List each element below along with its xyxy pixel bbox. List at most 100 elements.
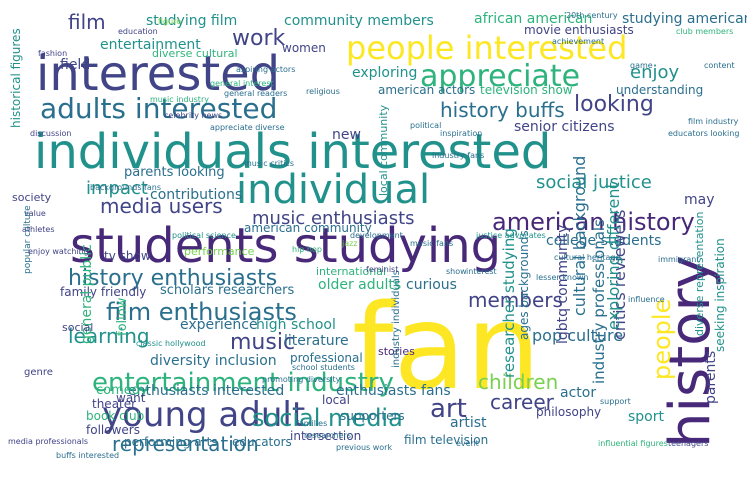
- cloud-word: students studying: [70, 218, 502, 274]
- cloud-word: enjoy watching: [28, 247, 89, 256]
- cloud-word: educators looking: [668, 129, 740, 138]
- cloud-word: young adult: [102, 395, 306, 435]
- cloud-word: athletes: [22, 225, 55, 234]
- cloud-word: may: [684, 192, 715, 208]
- cloud-word: feminist: [366, 265, 399, 274]
- cloud-word: enthusiasts fans: [336, 383, 451, 399]
- cloud-word: pop culture: [532, 326, 624, 345]
- cloud-word: event: [456, 439, 479, 448]
- cloud-word: fashion: [38, 49, 68, 58]
- cloud-word: political: [410, 121, 442, 130]
- cloud-word: hip hop: [292, 245, 322, 254]
- cloud-word: fan: [352, 278, 541, 416]
- cloud-word: media users: [100, 194, 223, 218]
- cloud-word: inspiration: [440, 129, 483, 138]
- cloud-word: school students: [292, 363, 355, 372]
- cloud-word: promoting diversity: [262, 375, 341, 384]
- cloud-word: influential figures: [598, 439, 668, 448]
- cloud-word: intersection: [290, 429, 362, 443]
- cloud-word: understanding: [616, 83, 704, 97]
- cloud-word: 20th century: [566, 11, 618, 20]
- cloud-word: book club: [86, 409, 145, 423]
- cloud-word: senior citizens: [514, 119, 615, 135]
- cloud-word: parents: [703, 350, 719, 404]
- cloud-word: appreciate: [420, 59, 581, 94]
- cloud-word: justice advocates: [476, 231, 546, 240]
- cloud-word: film: [68, 10, 106, 34]
- cloud-word: interest: [466, 267, 497, 276]
- cloud-word: representation: [112, 432, 259, 456]
- cloud-word: previous work: [336, 443, 393, 452]
- cloud-word: history buffs: [440, 98, 565, 122]
- cloud-word: scholars researchers: [160, 283, 295, 298]
- cloud-word: political science: [172, 231, 236, 240]
- cloud-word: studying american: [622, 11, 747, 27]
- cloud-word: development: [350, 231, 403, 240]
- cloud-word: support: [600, 397, 631, 406]
- cloud-word: show: [446, 267, 467, 276]
- cloud-word: movie enthusiasts: [524, 23, 634, 37]
- cloud-word: families: [296, 419, 328, 428]
- cloud-word: international: [316, 265, 387, 278]
- cloud-word: teenagers: [668, 439, 709, 448]
- cloud-word: enthusiasts interested: [128, 383, 285, 399]
- cloud-word: older adults: [318, 277, 402, 293]
- cloud-word: researcher studying: [500, 228, 518, 378]
- cloud-word: follow: [115, 297, 130, 336]
- cloud-word: interested: [36, 46, 281, 102]
- cloud-word: parents looking: [124, 165, 225, 180]
- cloud-word: new: [332, 127, 361, 143]
- cloud-word: cultural background: [570, 155, 589, 316]
- cloud-word: artist: [450, 415, 487, 431]
- cloud-word: work: [232, 26, 286, 51]
- cloud-word: education: [118, 27, 158, 36]
- cloud-word: film industry: [688, 117, 739, 126]
- cloud-word: impact: [86, 178, 148, 199]
- cloud-word: educators: [232, 435, 292, 449]
- cloud-word: career: [490, 390, 554, 414]
- cloud-word: american history: [492, 208, 695, 236]
- cloud-word: people: [648, 298, 676, 380]
- cloud-word: film enthusiasts: [106, 298, 297, 326]
- cloud-word: college students: [546, 233, 662, 249]
- cloud-word: lgbtq community: [555, 224, 571, 344]
- cloud-word: followers: [86, 423, 140, 437]
- cloud-word: women: [282, 41, 326, 55]
- cloud-word: cultural heritage: [554, 253, 621, 262]
- cloud-word: studying film: [146, 13, 238, 29]
- cloud-word: diverse representation: [693, 211, 706, 336]
- cloud-word: enjoy: [630, 62, 680, 83]
- cloud-word: american community: [244, 221, 372, 235]
- cloud-word: local: [322, 393, 350, 407]
- cloud-word: social media: [252, 404, 403, 432]
- cloud-word: music fans: [410, 239, 454, 248]
- cloud-word: appreciate diverse: [210, 123, 285, 132]
- cloud-word: industry fans: [432, 151, 485, 160]
- cloud-word: immigrant: [658, 255, 700, 264]
- cloud-word: general readers: [224, 89, 288, 98]
- cloud-word: diverse cultural: [152, 47, 238, 60]
- cloud-word: supporters: [340, 409, 405, 423]
- cloud-word: buffs interested: [56, 451, 120, 460]
- cloud-word: classic hollywood: [136, 339, 206, 348]
- cloud-word: people interested: [346, 29, 628, 67]
- cloud-word: looking: [574, 92, 654, 117]
- cloud-word: professional: [290, 351, 363, 365]
- cloud-word: game: [630, 61, 653, 70]
- cloud-word: content: [704, 61, 735, 70]
- cloud-word: curious: [406, 277, 457, 293]
- cloud-word: philosophy: [536, 405, 602, 419]
- cloud-word: history enthusiasts: [68, 266, 278, 291]
- cloud-word: society: [12, 191, 52, 204]
- cloud-word: entertainment: [100, 37, 201, 53]
- cloud-word: figure: [158, 17, 182, 26]
- cloud-word: sport: [628, 409, 664, 425]
- cloud-word: media professionals: [8, 437, 89, 446]
- cloud-word: television show: [480, 83, 573, 97]
- cloud-word: adults interested: [40, 92, 278, 125]
- cloud-word: want: [116, 391, 146, 405]
- cloud-word: diversity inclusion: [150, 353, 277, 369]
- cloud-word: tv show: [104, 249, 151, 263]
- cloud-word: family friendly: [60, 285, 147, 299]
